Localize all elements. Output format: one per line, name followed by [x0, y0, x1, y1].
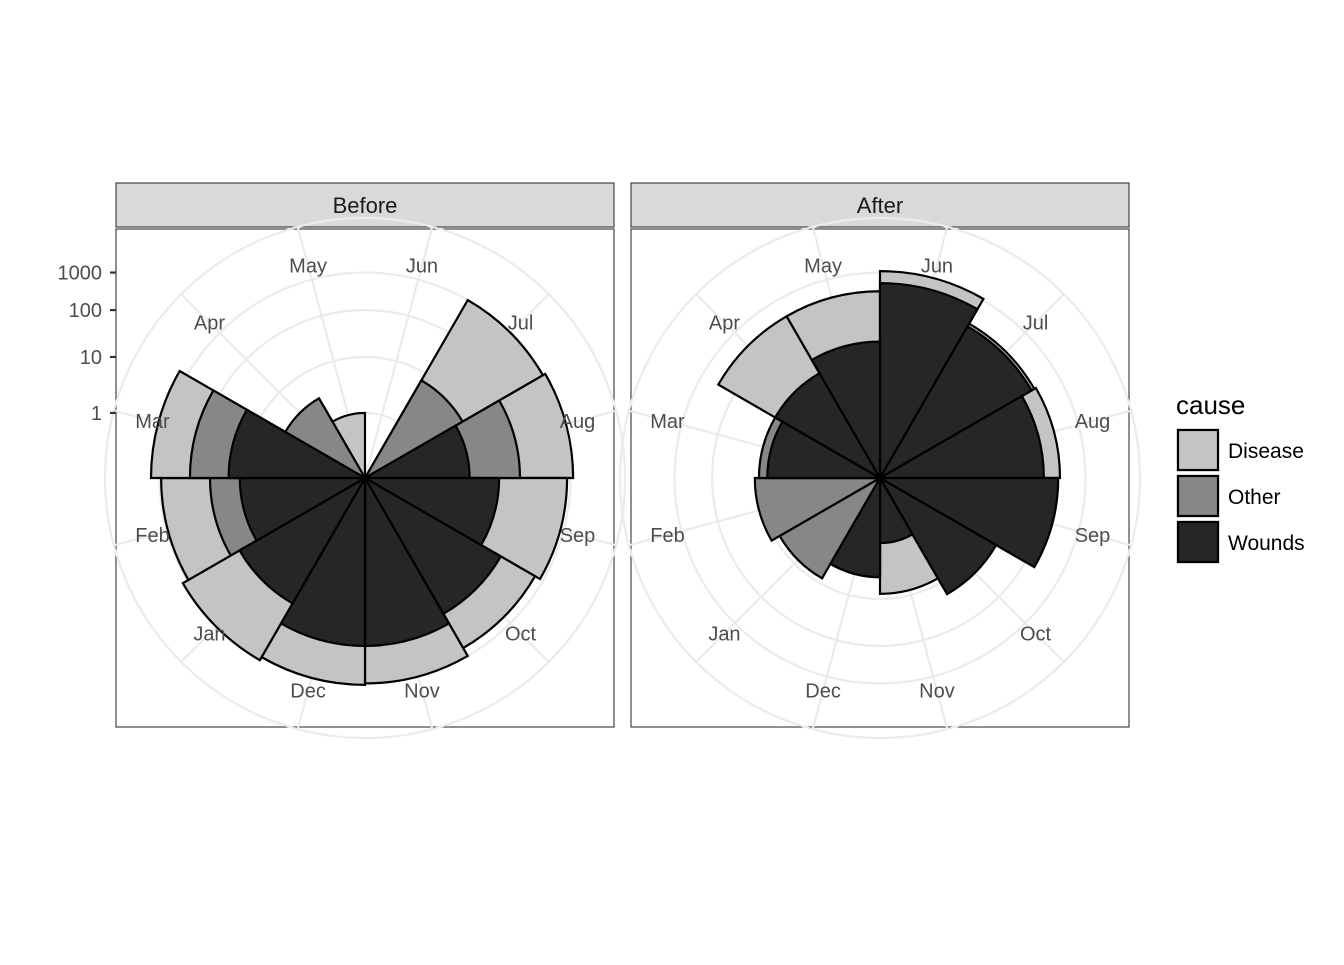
wedge-wounds-oct	[876, 474, 998, 596]
y-tick-label: 1	[91, 403, 102, 425]
month-label-jun: Jun	[406, 256, 438, 278]
wedge-wounds-dec	[828, 473, 882, 579]
month-label-nov: Nov	[404, 681, 440, 703]
legend-title: cause	[1176, 390, 1245, 420]
legend-label-disease: Disease	[1228, 440, 1304, 463]
month-label-dec: Dec	[805, 681, 841, 703]
wedge-wounds-sep	[875, 476, 1060, 569]
panel-before: Before Jun Jul Aug Sep Oct Nov Dec Jan Feb Mar Apr M…	[58, 182, 627, 740]
grid-circle	[103, 216, 627, 740]
grid-circle	[618, 216, 1142, 740]
wedge-wounds-may	[810, 340, 882, 483]
month-label-jul: Jul	[508, 312, 534, 334]
month-label-oct: Oct	[505, 624, 537, 646]
panel-title: Before	[333, 193, 398, 218]
month-label-jan: Jan	[708, 624, 740, 646]
wedge-wounds-dec	[279, 473, 367, 648]
wedge-other-feb	[753, 476, 885, 543]
month-label-oct: Oct	[1020, 624, 1052, 646]
wedge-wounds-mar	[227, 408, 370, 480]
wedge-wounds-jul	[876, 324, 1034, 482]
wedge-wounds-nov	[363, 473, 451, 648]
legend-swatch-other	[1176, 474, 1220, 518]
wedge-wounds-jun	[878, 282, 979, 483]
month-label-feb: Feb	[650, 525, 684, 547]
month-label-apr: Apr	[194, 312, 225, 334]
wedge-wounds-jan	[238, 474, 369, 605]
legend-swatch-disease	[1176, 428, 1220, 472]
month-label-jul: Jul	[1023, 312, 1049, 334]
month-label-nov: Nov	[919, 681, 955, 703]
month-label-mar: Mar	[650, 411, 685, 433]
wedge-wounds-aug	[875, 394, 1045, 480]
legend-label-other: Other	[1228, 486, 1281, 509]
y-tick-label: 10	[80, 347, 102, 369]
y-tick-label: 1000	[58, 263, 103, 285]
grid-spoke	[363, 226, 434, 479]
panel-strip	[115, 182, 615, 228]
legend: cause Disease Other Wounds	[1176, 390, 1305, 564]
month-label-jan: Jan	[193, 624, 225, 646]
legend-swatch-wounds	[1176, 520, 1220, 564]
legend-label-wounds: Wounds	[1228, 532, 1305, 555]
month-label-dec: Dec	[290, 681, 326, 703]
month-label-aug: Aug	[1075, 411, 1111, 433]
month-label-jun: Jun	[921, 256, 953, 278]
month-label-may: May	[289, 256, 327, 278]
month-label-mar: Mar	[135, 411, 170, 433]
panel-title: After	[857, 193, 903, 218]
month-label-may: May	[804, 256, 842, 278]
panel-strip	[630, 182, 1130, 228]
month-label-apr: Apr	[709, 312, 740, 334]
panel-after: After Jun Jul Aug Sep Oct Nov Dec Jan Feb Mar Apr Ma…	[618, 182, 1142, 740]
month-label-feb: Feb	[135, 525, 169, 547]
y-tick-label: 100	[69, 300, 102, 322]
month-label-sep: Sep	[1075, 525, 1111, 547]
month-label-aug: Aug	[560, 411, 596, 433]
month-label-sep: Sep	[560, 525, 596, 547]
